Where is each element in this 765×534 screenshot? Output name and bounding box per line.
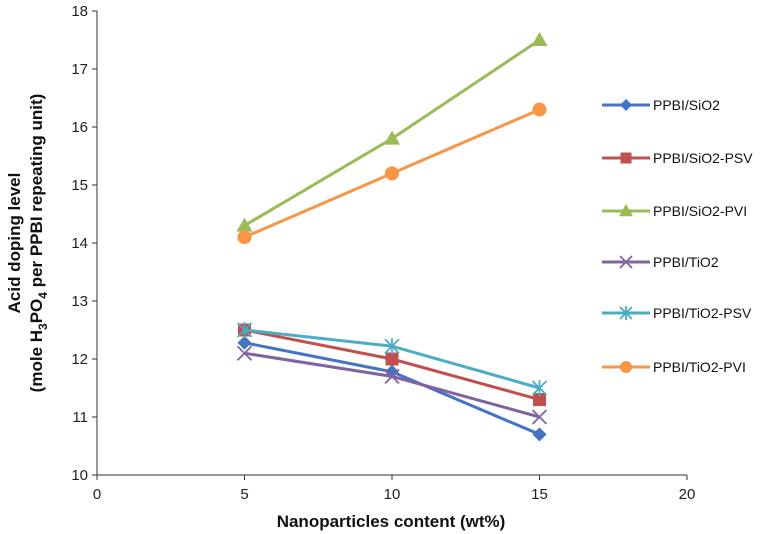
x-tick-label: 15 [531, 486, 548, 503]
series-ppbi-sio2-pvi [236, 32, 548, 232]
data-point-diamond [237, 335, 252, 350]
data-point-square [385, 352, 399, 366]
series-layer [236, 32, 548, 442]
legend-item-ppbi-tio2: PPBI/TiO2 [602, 254, 719, 270]
data-point-triangle [236, 217, 253, 232]
y-tick-label: 15 [71, 177, 88, 194]
data-point-star [384, 338, 400, 355]
data-point-x [236, 345, 253, 361]
data-point-diamond [532, 427, 547, 442]
y-tick-label: 16 [71, 119, 88, 136]
y-axis-title-sub2: 4 [36, 292, 50, 299]
data-point-circle [237, 230, 252, 245]
y-tick-label: 18 [71, 3, 88, 20]
legend-item-ppbi-sio2: PPBI/SiO2 [602, 97, 720, 113]
data-point-circle [620, 361, 632, 373]
data-point-x [531, 409, 548, 425]
series-ppbi-sio2-psv [238, 323, 546, 407]
series-ppbi-tio2-pvi [237, 102, 547, 245]
series-ppbi-tio2 [236, 345, 548, 425]
y-tick-label: 12 [71, 351, 88, 368]
data-point-circle [532, 102, 547, 117]
y-axis-title: Acid doping level (mole H3PO4 per PPBI r… [5, 94, 50, 393]
data-point-circle [385, 166, 399, 181]
y-tick-label: 17 [71, 61, 88, 78]
x-axis-title: Nanoparticles content (wt%) [277, 512, 506, 531]
legend-item-ppbi-sio2-pvi: PPBI/SiO2-PVI [602, 203, 747, 219]
legend: PPBI/SiO2 PPBI/SiO2-PSV PPBI/SiO2-PVI PPBI/… [602, 97, 753, 375]
data-point-x [619, 255, 633, 269]
legend-label: PPBI/TiO2-PSV [653, 305, 752, 321]
data-point-star [619, 306, 633, 320]
data-point-x [384, 368, 400, 385]
legend-label: PPBI/SiO2-PVI [653, 203, 747, 219]
series-ppbi-tio2-psv [236, 322, 548, 396]
legend-label: PPBI/TiO2 [653, 254, 719, 270]
y-axis-title-part3: per PPBI repeating unit) [27, 94, 46, 292]
data-point-triangle [619, 204, 633, 217]
legend-label: PPBI/SiO2 [653, 97, 720, 113]
y-axis-title-sub1: 3 [36, 323, 50, 330]
data-point-diamond [620, 99, 632, 111]
y-axis-title-line2: (mole H3PO4 per PPBI repeating unit) [27, 94, 50, 393]
legend-item-ppbi-tio2-psv: PPBI/TiO2-PSV [602, 305, 752, 321]
legend-label: PPBI/TiO2-PVI [653, 359, 746, 375]
series-ppbi-sio2 [237, 335, 547, 442]
y-axis-title-part1: (mole H [27, 330, 46, 392]
y-tick-label: 14 [71, 235, 88, 252]
x-tick-label: 0 [93, 486, 101, 503]
y-axis-title-part2: PO [27, 299, 46, 324]
x-tick-label: 10 [384, 486, 401, 503]
data-point-triangle [531, 32, 548, 46]
axes: 10 11 12 13 14 15 16 17 18 0 5 10 15 20 [71, 3, 695, 503]
y-axis-title-line1: Acid doping level [5, 173, 24, 314]
legend-label: PPBI/SiO2-PSV [653, 150, 753, 166]
data-point-triangle [384, 130, 400, 145]
data-point-star [531, 380, 548, 396]
legend-item-ppbi-tio2-pvi: PPBI/TiO2-PVI [602, 359, 746, 375]
data-point-star [236, 322, 253, 338]
y-tick-label: 10 [71, 467, 88, 484]
y-tick-label: 11 [72, 409, 88, 426]
x-tick-label: 5 [240, 486, 248, 503]
data-point-square [620, 152, 632, 164]
x-tick-label: 20 [679, 486, 696, 503]
y-tick-label: 13 [71, 293, 88, 310]
legend-item-ppbi-sio2-psv: PPBI/SiO2-PSV [602, 150, 753, 166]
data-point-square [533, 393, 546, 407]
